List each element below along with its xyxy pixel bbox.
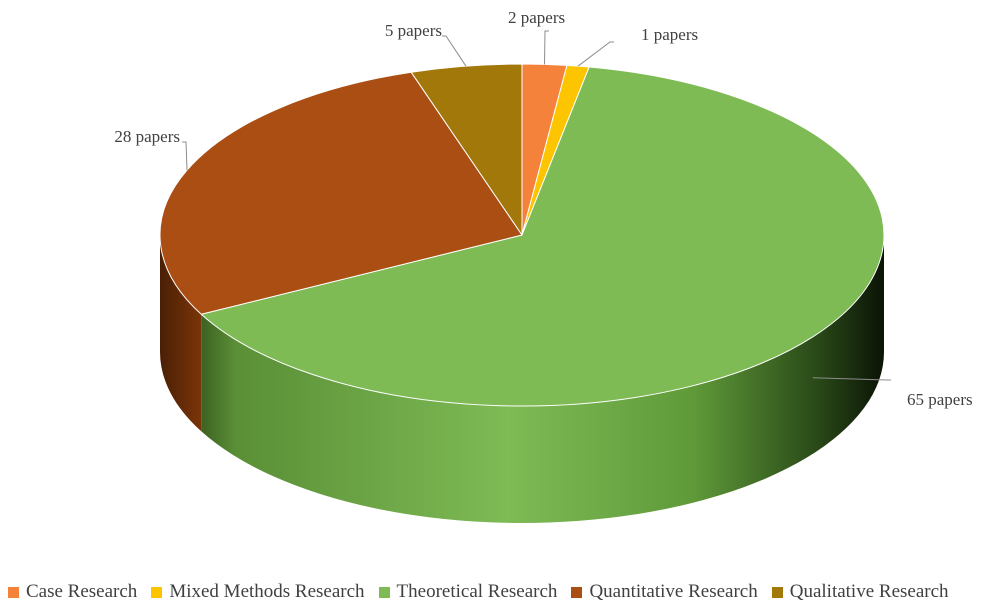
legend-label: Theoretical Research: [396, 581, 558, 602]
pie-chart: 2 papers 1 papers 65 papers 28 papers 5 pape…: [114, 8, 973, 524]
pie-side-theoretical-research: [201, 235, 884, 524]
legend-swatch: [571, 586, 583, 598]
pie-slice-theoretical-research: [200, 66, 885, 407]
pie-side-quantitative-research: [159, 235, 202, 432]
legend-item-mixed-methods-research: Mixed Methods Research: [151, 581, 365, 603]
legend-label: Mixed Methods Research: [169, 581, 365, 602]
legend-label: Qualitative Research: [789, 581, 949, 602]
legend-item-quantitative-research: Quantitative Research: [571, 581, 758, 603]
data-label-mixed-methods-research: 1 papers: [641, 25, 698, 44]
leader-line-qualitative-research: [442, 35, 467, 67]
legend-swatch: [8, 586, 19, 598]
pie-sides: [159, 235, 884, 524]
leader-line-mixed-methods-research: [577, 41, 614, 67]
pie-slice-qualitative-research: [410, 63, 523, 236]
legend-swatch: [771, 586, 783, 598]
data-label-case-research: 2 papers: [508, 8, 565, 27]
legend-item-qualitative-research: Qualitative Research: [771, 581, 949, 603]
legend-swatch: [151, 586, 163, 598]
legend: Case Research Mixed Methods Research Theor…: [8, 578, 999, 606]
legend-item-theoretical-research: Theoretical Research: [378, 581, 558, 603]
legend-swatch: [378, 586, 390, 598]
pie-data-labels: 2 papers 1 papers 65 papers 28 papers 5 pape…: [114, 8, 972, 409]
legend-label: Case Research: [26, 581, 138, 602]
leader-line-theoretical-research: [812, 377, 891, 381]
legend-item-case-research: Case Research: [8, 581, 137, 603]
data-label-qualitative-research: 5 papers: [385, 21, 442, 40]
legend-label: Quantitative Research: [589, 581, 758, 602]
leader-line-quantitative-research: [182, 141, 188, 171]
data-label-theoretical-research: 65 papers: [907, 390, 973, 409]
data-label-quantitative-research: 28 papers: [114, 127, 180, 146]
leader-line-case-research: [544, 30, 549, 65]
pie-top: [159, 63, 885, 407]
